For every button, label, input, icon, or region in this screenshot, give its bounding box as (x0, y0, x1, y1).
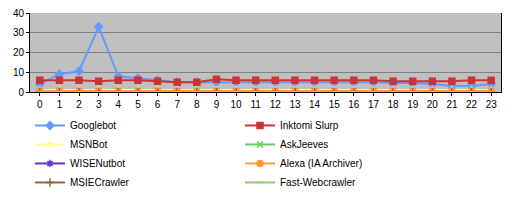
svg-text:20: 20 (13, 47, 25, 58)
svg-text:Inktomi Slurp: Inktomi Slurp (280, 120, 339, 131)
svg-text:18: 18 (387, 99, 399, 110)
svg-text:Alexa (IA Archiver): Alexa (IA Archiver) (280, 158, 362, 169)
svg-text:12: 12 (270, 99, 282, 110)
svg-text:11: 11 (250, 99, 261, 110)
svg-text:7: 7 (174, 99, 180, 110)
svg-text:20: 20 (427, 99, 439, 110)
svg-text:9: 9 (214, 99, 220, 110)
svg-text:4: 4 (116, 99, 122, 110)
svg-text:MSIECrawler: MSIECrawler (70, 177, 130, 188)
svg-text:13: 13 (289, 99, 301, 110)
svg-text:40: 40 (13, 8, 25, 19)
svg-text:0: 0 (18, 87, 24, 98)
svg-text:1: 1 (57, 99, 63, 110)
svg-text:5: 5 (135, 99, 141, 110)
svg-text:3: 3 (96, 99, 102, 110)
svg-text:WISENutbot: WISENutbot (70, 158, 125, 169)
svg-text:8: 8 (194, 99, 200, 110)
svg-text:MSNBot: MSNBot (70, 139, 107, 150)
svg-text:Fast-Webcrawler: Fast-Webcrawler (280, 177, 356, 188)
svg-text:2: 2 (76, 99, 82, 110)
svg-text:0: 0 (37, 99, 43, 110)
svg-text:21: 21 (446, 99, 458, 110)
svg-text:AskJeeves: AskJeeves (280, 139, 328, 150)
svg-text:16: 16 (348, 99, 360, 110)
svg-text:22: 22 (466, 99, 478, 110)
svg-text:17: 17 (368, 99, 380, 110)
svg-text:10: 10 (230, 99, 242, 110)
svg-text:6: 6 (155, 99, 161, 110)
svg-text:10: 10 (13, 67, 25, 78)
svg-text:19: 19 (407, 99, 419, 110)
svg-text:23: 23 (486, 99, 498, 110)
svg-text:15: 15 (329, 99, 341, 110)
svg-text:Googlebot: Googlebot (70, 120, 116, 131)
svg-text:30: 30 (13, 27, 25, 38)
svg-text:14: 14 (309, 99, 321, 110)
